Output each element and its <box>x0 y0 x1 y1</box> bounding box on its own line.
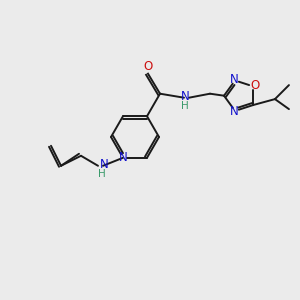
Text: N: N <box>100 158 108 171</box>
Text: N: N <box>181 90 189 103</box>
Text: N: N <box>230 73 239 86</box>
Text: N: N <box>118 151 127 164</box>
Text: H: H <box>181 101 189 111</box>
Text: H: H <box>98 169 106 179</box>
Text: N: N <box>230 105 239 119</box>
Text: O: O <box>143 60 153 73</box>
Text: O: O <box>250 79 260 92</box>
